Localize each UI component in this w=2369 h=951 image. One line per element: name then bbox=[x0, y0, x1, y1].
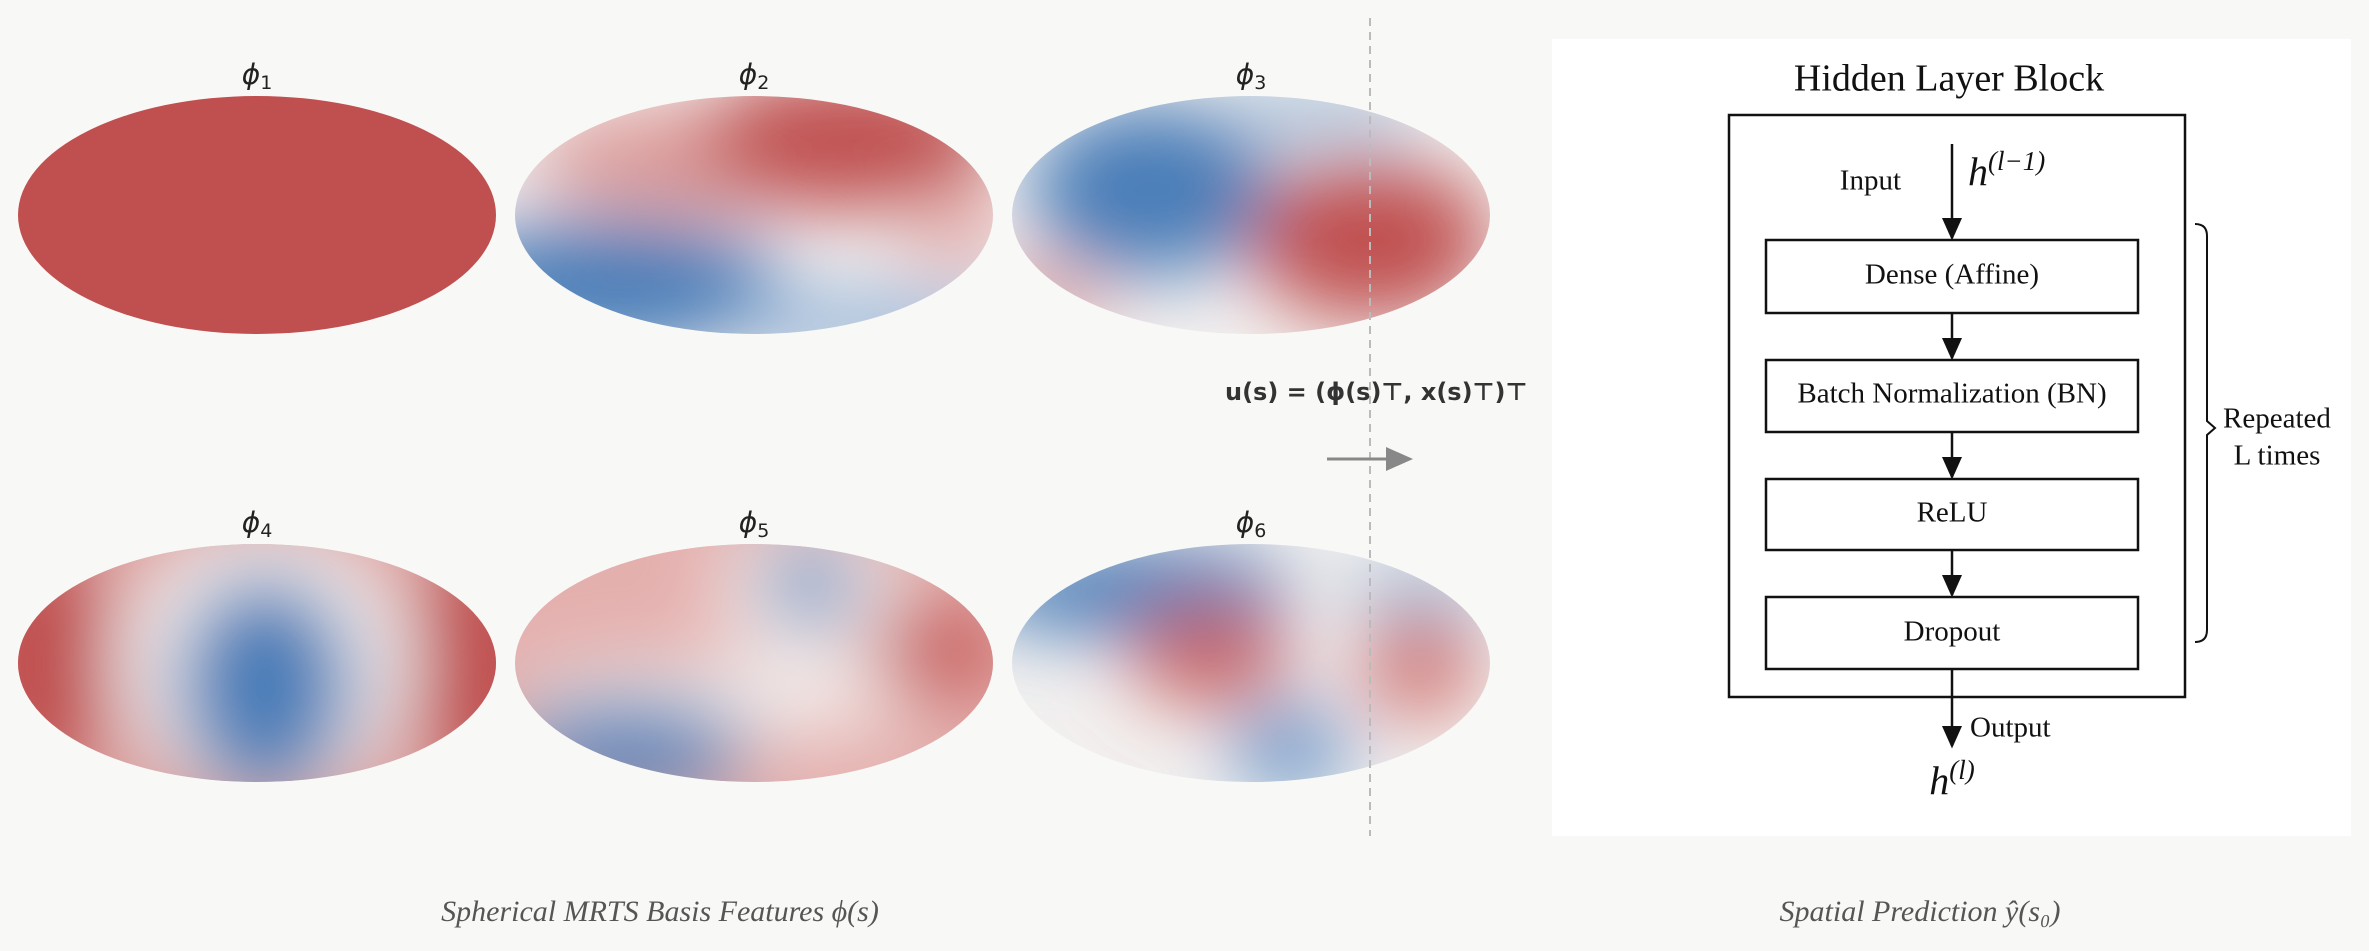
feature-vector: u(s) = (ϕ(s)⊤, x(s)⊤)⊤ bbox=[1225, 378, 1527, 406]
layer-box bbox=[1764, 238, 2140, 315]
block-title: Hidden Layer Block bbox=[1794, 58, 2104, 100]
layer-label: Dropout bbox=[1904, 616, 2001, 648]
text-part: (l) bbox=[1949, 755, 1974, 785]
repeat-label: Repeated bbox=[2223, 403, 2331, 435]
layer-box bbox=[1764, 358, 2140, 434]
caption: Spatial Prediction ŷ(s₀) bbox=[1780, 895, 2061, 928]
block-frame bbox=[1727, 113, 2187, 699]
input-label: Input bbox=[1840, 165, 1901, 197]
panel-label: ϕ5 bbox=[739, 506, 770, 542]
text-part: ϕ bbox=[739, 506, 757, 539]
basis-map bbox=[18, 96, 496, 334]
basis-map bbox=[1012, 96, 1490, 334]
repeat-bracket bbox=[2194, 223, 2217, 643]
text-part: ϕ bbox=[1236, 58, 1254, 91]
text-part: ϕ bbox=[1236, 506, 1254, 539]
output-symbol: h(l) bbox=[1929, 755, 1974, 803]
basis-map bbox=[515, 96, 993, 334]
text-part: 6 bbox=[1254, 520, 1266, 542]
text-part: 4 bbox=[260, 520, 272, 542]
basis-map bbox=[18, 544, 496, 782]
text-part: ϕ bbox=[242, 58, 260, 91]
text-part: 3 bbox=[1254, 72, 1266, 94]
panel-label: ϕ2 bbox=[739, 58, 770, 94]
layer-label: Dense (Affine) bbox=[1865, 259, 2039, 291]
panel-label: ϕ1 bbox=[242, 58, 273, 94]
text-part: h bbox=[1929, 758, 1949, 803]
caption: Spherical MRTS Basis Features ϕ(s) bbox=[441, 895, 879, 928]
layer-box bbox=[1764, 477, 2140, 552]
layer-label: Batch Normalization (BN) bbox=[1797, 378, 2106, 410]
text-part: h bbox=[1968, 149, 1988, 194]
text-part: 5 bbox=[757, 520, 769, 542]
text-part: 2 bbox=[757, 72, 769, 94]
text-part: 1 bbox=[260, 72, 272, 94]
text-part: (l−1) bbox=[1988, 146, 2045, 176]
output-label: Output bbox=[1970, 712, 2051, 744]
text-part: ϕ bbox=[739, 58, 757, 91]
basis-map bbox=[1012, 544, 1490, 782]
input-symbol: h(l−1) bbox=[1968, 146, 2045, 194]
layer-label: ReLU bbox=[1917, 497, 1988, 529]
panel-label: ϕ6 bbox=[1236, 506, 1267, 542]
repeat-label: L times bbox=[2234, 440, 2321, 472]
panel-label: ϕ4 bbox=[242, 506, 273, 542]
layer-box bbox=[1764, 595, 2140, 671]
panel-label: ϕ3 bbox=[1236, 58, 1267, 94]
text-part: ϕ bbox=[242, 506, 260, 539]
basis-map bbox=[515, 544, 993, 782]
